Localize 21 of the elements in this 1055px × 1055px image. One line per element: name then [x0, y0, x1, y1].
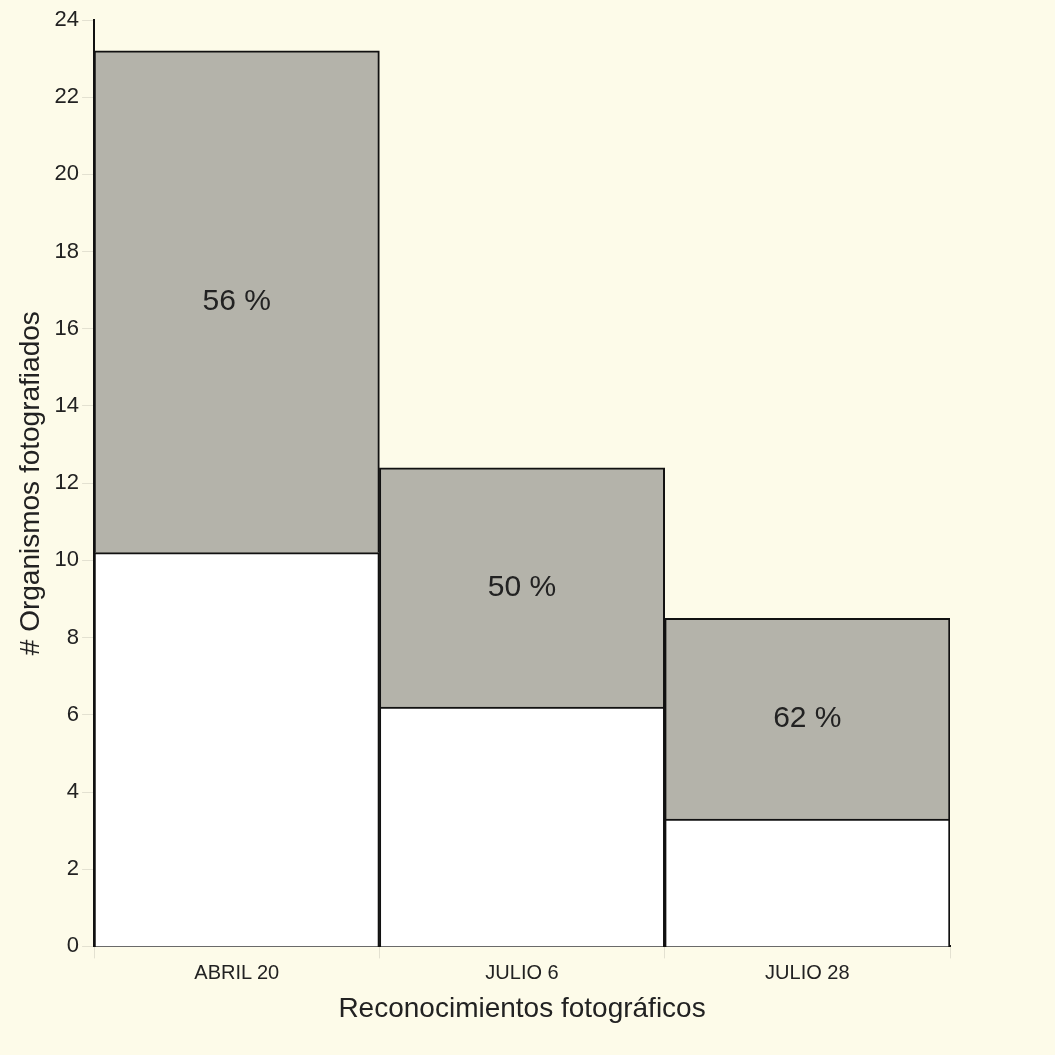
y-tick-label: 0 [66, 932, 80, 958]
y-tick-label: 18 [54, 237, 80, 263]
x-tick-label: JULIO 28 [765, 960, 850, 983]
y-tick-label: 16 [54, 314, 80, 340]
x-axis-title: Reconocimientos fotográficos [338, 991, 706, 1023]
y-tick-label: 6 [66, 700, 80, 726]
y-tick-label: 2 [66, 855, 80, 881]
annotation: 56 % [202, 283, 271, 317]
y-tick-label: 8 [66, 623, 80, 649]
annotation: 62 % [773, 699, 842, 733]
y-tick-label: 14 [54, 392, 80, 418]
y-tick-label: 24 [54, 6, 80, 32]
y-tick-label: 20 [54, 160, 80, 186]
y-tick-label: 12 [54, 469, 80, 495]
y-tick-label: 4 [66, 778, 80, 804]
annotation: 50 % [487, 568, 557, 602]
y-tick-label: 22 [54, 83, 80, 109]
x-tick-label: ABRIL 20 [194, 960, 280, 983]
y-tick-label: 10 [54, 546, 80, 572]
y-axis-title: # Organismos fotografiados [13, 311, 45, 656]
x-tick-label: JULIO 6 [485, 960, 559, 983]
